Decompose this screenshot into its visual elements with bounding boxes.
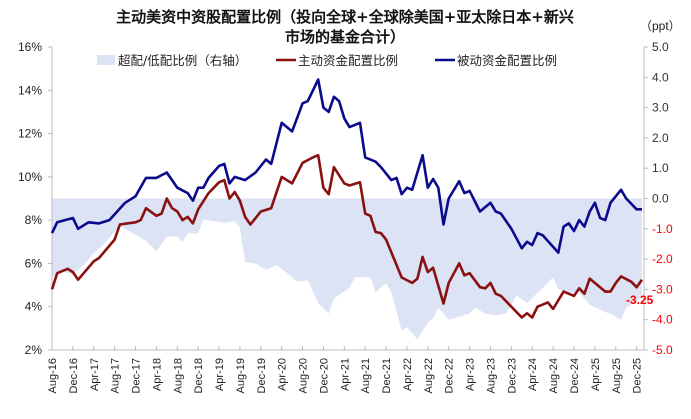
x-tick-label: Aug-22 — [423, 358, 435, 393]
left-tick-label: 10% — [18, 170, 42, 184]
last-value-annotation: -3.25 — [626, 293, 654, 307]
left-tick-label: 16% — [18, 40, 42, 54]
right-tick-label: -3.0 — [652, 282, 673, 296]
x-tick-label: Aug-24 — [548, 358, 560, 393]
left-tick-label: 4% — [25, 300, 43, 314]
x-tick-label: Aug-16 — [47, 358, 59, 393]
left-tick-label: 12% — [18, 127, 42, 141]
x-tick-label: Apr-20 — [277, 358, 289, 391]
chart-title-line-2: 市场的基金合计） — [285, 28, 405, 46]
x-tick-label: Dec-19 — [256, 358, 268, 393]
series-area-overweight — [52, 198, 642, 340]
x-tick-label: Apr-18 — [151, 358, 163, 391]
left-tick-label: 14% — [18, 83, 42, 97]
legend-label-area: 超配/低配比例（右轴） — [118, 53, 247, 68]
legend-label-active: 主动资金配置比例 — [298, 53, 398, 68]
area-layer — [52, 198, 642, 340]
right-axis-unit: （ppt） — [640, 19, 681, 33]
x-tick-label: Apr-25 — [590, 358, 602, 391]
x-tick-label: Aug-25 — [611, 358, 623, 393]
left-tick-label: 2% — [25, 343, 43, 357]
legend-swatch-area — [97, 55, 115, 65]
x-tick-label: Apr-21 — [339, 358, 351, 391]
right-tick-label: -2.0 — [652, 252, 673, 266]
right-tick-label: -4.0 — [652, 313, 673, 327]
x-tick-label: Dec-24 — [569, 358, 581, 393]
x-tick-label: Apr-19 — [214, 358, 226, 391]
x-tick-label: Dec-21 — [381, 358, 393, 393]
x-tick-label: Apr-17 — [89, 358, 101, 391]
x-tick-label: Aug-19 — [235, 358, 247, 393]
right-tick-label: 2.0 — [652, 131, 669, 145]
x-tick-label: Apr-22 — [402, 358, 414, 391]
series-line-active — [50, 153, 643, 319]
right-tick-label: -1.0 — [652, 222, 673, 236]
chart-title-line-1: 主动美资中资股配置比例（投向全球+全球除美国+亚太除日本+新兴 — [116, 8, 574, 26]
x-tick-label: Aug-18 — [172, 358, 184, 393]
x-tick-label: Aug-20 — [298, 358, 310, 393]
left-tick-label: 8% — [25, 213, 43, 227]
lines-layer — [50, 78, 643, 319]
x-tick-label: Dec-25 — [632, 358, 644, 393]
x-tick-label: Dec-18 — [193, 358, 205, 393]
left-tick-label: 6% — [25, 256, 43, 270]
x-tick-label: Dec-17 — [131, 358, 143, 393]
axes: 2% 4% 6% 8% 10% 12% 14% 16% -5.0 -4.0 -3.0 -2.0 -1.0… — [18, 40, 673, 393]
x-tick-label: Apr-24 — [527, 358, 539, 391]
legend: 超配/低配比例（右轴） 主动资金配置比例 被动资金配置比例 — [97, 53, 557, 68]
right-tick-label: 3.0 — [652, 101, 669, 115]
right-tick-label: 5.0 — [652, 40, 669, 54]
right-tick-label: 1.0 — [652, 161, 669, 175]
x-tick-label: Aug-23 — [485, 358, 497, 393]
right-tick-label: 4.0 — [652, 70, 669, 84]
x-tick-label: Dec-22 — [444, 358, 456, 393]
right-tick-label: -5.0 — [652, 343, 673, 357]
x-tick-label: Aug-21 — [360, 358, 372, 393]
x-tick-label: Dec-16 — [68, 358, 80, 393]
x-tick-label: Dec-20 — [318, 358, 330, 393]
x-tick-label: Dec-23 — [506, 358, 518, 393]
x-tick-label: Apr-23 — [465, 358, 477, 391]
right-tick-label: 0.0 — [652, 192, 669, 206]
legend-label-passive: 被动资金配置比例 — [457, 53, 557, 68]
series-line-passive — [50, 78, 642, 254]
x-tick-label: Aug-17 — [110, 358, 122, 393]
